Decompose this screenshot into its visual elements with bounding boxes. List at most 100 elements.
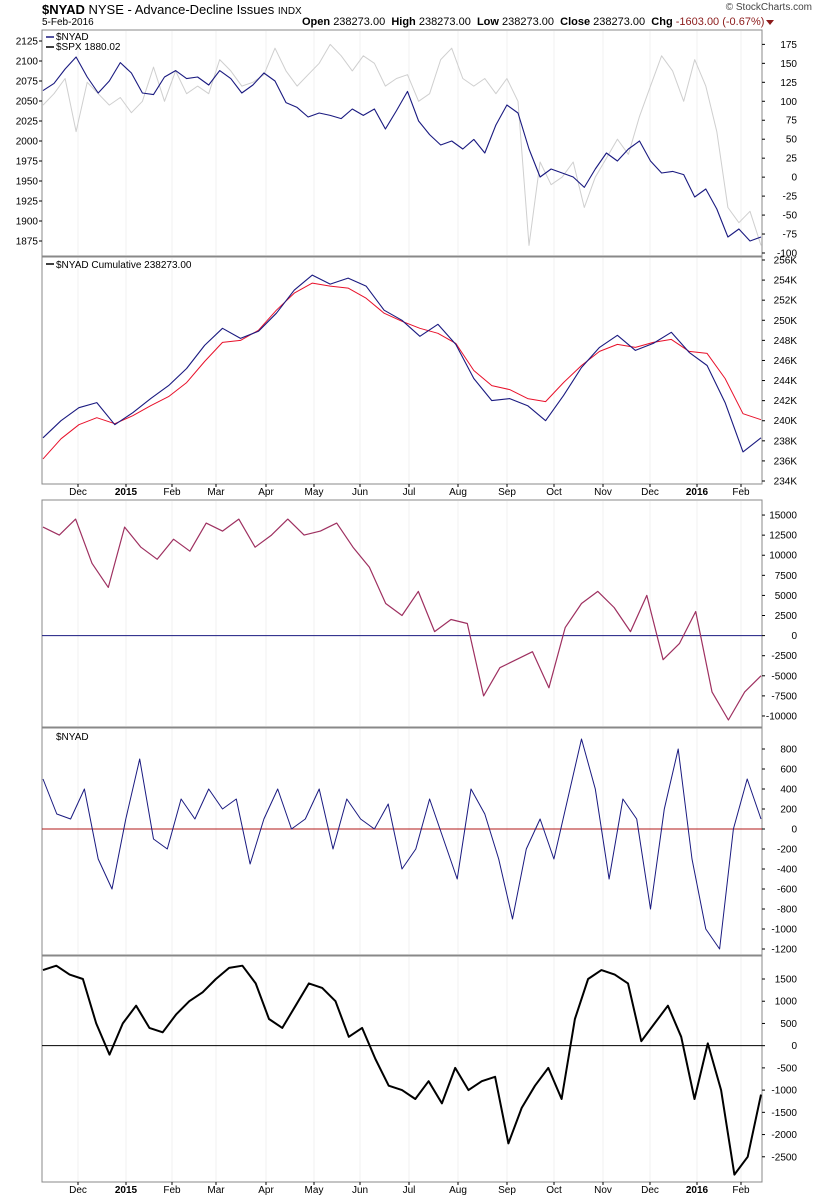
y-tick-label-right: -100: [777, 249, 797, 260]
x-tick-label: Feb: [732, 1185, 750, 1196]
open-value: 238273.00: [333, 16, 386, 28]
y-tick-label-right: 50: [786, 135, 798, 146]
y-tick-label-right: 254K: [774, 276, 798, 287]
y-tick-label-right: 244K: [774, 376, 798, 387]
chart-header: $NYAD NYSE - Advance-Decline Issues INDX: [42, 2, 302, 17]
y-tick-label-left: 1975: [16, 157, 39, 168]
high-value: 238273.00: [418, 16, 471, 28]
y-tick-label-right: 150: [780, 59, 797, 70]
y-tick-label-right: -5000: [771, 671, 797, 682]
y-tick-label-left: 1875: [16, 237, 39, 248]
x-tick-label: Nov: [594, 1185, 612, 1196]
y-tick-label-right: 0: [791, 1041, 797, 1052]
series-line-nyad: [42, 56, 762, 242]
y-tick-label-right: 1000: [775, 997, 798, 1008]
y-tick-label-left: 2075: [16, 77, 39, 88]
legend-label: $NYAD: [56, 732, 89, 743]
y-tick-label-right: 0: [791, 631, 797, 642]
x-tick-label: 2016: [686, 1185, 709, 1196]
y-tick-label-right: -25: [783, 192, 798, 203]
x-tick-label: Sep: [498, 487, 516, 498]
x-tick-label: Dec: [641, 487, 659, 498]
y-tick-label-right: -2500: [771, 651, 797, 662]
y-tick-label-right: 240K: [774, 416, 798, 427]
x-tick-label: 2015: [115, 487, 138, 498]
x-tick-label: May: [305, 487, 324, 498]
y-tick-label-right: 246K: [774, 356, 798, 367]
x-tick-label: Feb: [732, 487, 750, 498]
y-tick-label-right: 400: [780, 785, 797, 796]
y-tick-label-right: 100: [780, 97, 797, 108]
y-tick-label-right: 7500: [775, 571, 798, 582]
legend-label: $NYAD Cumulative 238273.00: [56, 260, 192, 271]
y-tick-label-right: 500: [780, 1019, 797, 1030]
y-tick-label-right: -200: [777, 845, 797, 856]
y-tick-label-right: 238K: [774, 436, 798, 447]
y-tick-label-right: -75: [783, 230, 798, 241]
legend-label: $NYAD: [56, 32, 89, 43]
y-tick-label-left: 1925: [16, 197, 39, 208]
y-tick-label-right: 256K: [774, 256, 798, 267]
y-tick-label-left: 2000: [16, 137, 39, 148]
y-tick-label-right: -1200: [771, 945, 797, 956]
series-line-ma: [42, 282, 762, 460]
y-tick-label-right: 75: [786, 116, 798, 127]
x-tick-label: Oct: [546, 1185, 562, 1196]
x-tick-label: Oct: [546, 487, 562, 498]
y-tick-label-right: 800: [780, 745, 797, 756]
x-tick-label: Nov: [594, 487, 612, 498]
chg-value: -1603.00 (-0.67%): [675, 16, 765, 28]
close-label: Close: [560, 16, 591, 28]
down-arrow-icon: [766, 19, 775, 25]
y-tick-label-right: 10000: [769, 551, 797, 562]
series-line-osc2: [42, 738, 762, 950]
brand-logo: © StockCharts.com: [725, 2, 812, 13]
panel-frame: [41, 955, 763, 1183]
y-tick-label-right: 242K: [774, 396, 798, 407]
exchange-label: INDX: [277, 6, 302, 17]
y-tick-label-right: -50: [783, 211, 798, 222]
y-tick-label-right: -7500: [771, 691, 797, 702]
y-tick-label-left: 2125: [16, 37, 39, 48]
y-tick-label-right: 5000: [775, 591, 798, 602]
y-tick-label-right: 600: [780, 765, 797, 776]
low-value: 238273.00: [502, 16, 555, 28]
panel-frame: [41, 29, 763, 257]
y-tick-label-right: 1500: [775, 975, 798, 986]
y-tick-label-right: -1000: [771, 1086, 797, 1097]
y-tick-label-right: 236K: [774, 456, 798, 467]
series-line-osc3: [42, 964, 762, 1176]
y-tick-label-right: 175: [780, 40, 797, 51]
x-tick-label: Jul: [403, 1185, 416, 1196]
y-tick-label-left: 2050: [16, 97, 39, 108]
close-value: 238273.00: [593, 16, 646, 28]
x-tick-label: Jul: [403, 487, 416, 498]
x-tick-label: Mar: [207, 1185, 225, 1196]
panel-frame: [41, 499, 763, 728]
y-tick-label-right: -800: [777, 905, 797, 916]
y-tick-label-right: 125: [780, 78, 797, 89]
x-tick-label: Mar: [207, 487, 225, 498]
legend-label: $SPX 1880.02: [56, 42, 121, 53]
low-label: Low: [476, 16, 499, 28]
y-tick-label-right: 15000: [769, 511, 797, 522]
x-tick-label: Aug: [449, 487, 467, 498]
series-line-spx: [42, 43, 762, 246]
series-line-osc1: [42, 518, 762, 721]
x-tick-label: Dec: [69, 1185, 87, 1196]
y-tick-label-right: -600: [777, 885, 797, 896]
x-tick-label: Apr: [258, 487, 274, 498]
x-tick-label: Dec: [69, 487, 87, 498]
panel-frame: [41, 727, 763, 956]
y-tick-label-right: 2500: [775, 611, 798, 622]
y-tick-label-right: 248K: [774, 336, 798, 347]
chg-label: Chg: [651, 16, 673, 28]
symbol-label: $NYAD: [42, 2, 85, 17]
x-tick-label: Feb: [163, 1185, 181, 1196]
y-tick-label-left: 2025: [16, 117, 39, 128]
y-tick-label-right: 0: [791, 173, 797, 184]
y-tick-label-right: 234K: [774, 477, 798, 488]
y-tick-label-right: 252K: [774, 296, 798, 307]
y-tick-label-right: 200: [780, 805, 797, 816]
